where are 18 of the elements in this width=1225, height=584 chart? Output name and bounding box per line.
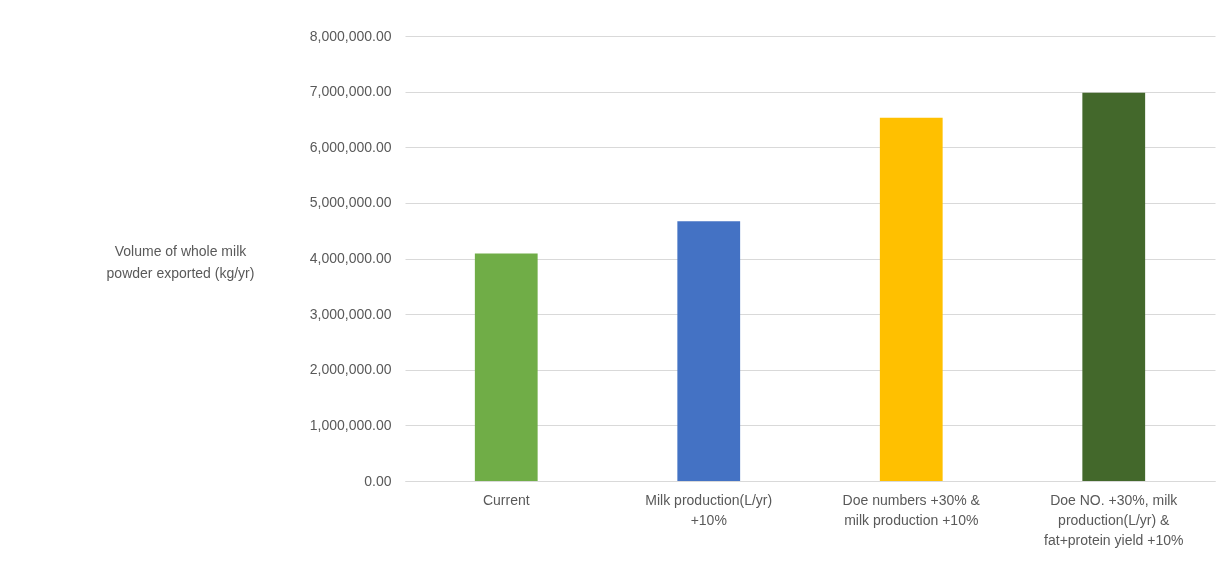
x-tick-label: Current [482, 491, 530, 508]
y-axis-title: Volume of whole milk powder exported (kg/yr) [106, 242, 255, 281]
y-tick-label: 4,000,000.00 [309, 250, 392, 266]
bar [677, 221, 741, 481]
y-tick-label: 0.00 [364, 472, 392, 489]
y-tick-label: 3,000,000.00 [309, 305, 392, 322]
bar [474, 253, 538, 481]
y-tick-label: 8,000,000.00 [309, 27, 392, 44]
x-tick-label: Milk production(L/yr) +10% [645, 491, 773, 528]
y-tick-label: 6,000,000.00 [309, 138, 392, 155]
y-tick-label: 7,000,000.00 [309, 83, 392, 100]
y-tick-label: 2,000,000.00 [309, 361, 392, 378]
x-tick-label: Doe numbers +30% & milk production +10% [842, 491, 981, 528]
y-tick-label: 1,000,000.00 [309, 416, 392, 433]
y-tick-label: 5,000,000.00 [309, 194, 392, 211]
x-tick-label: Doe NO. +30%, milk production(L/yr) & fat+protein yield +10% [1044, 491, 1184, 548]
bar [1082, 92, 1146, 481]
bar [879, 117, 943, 481]
